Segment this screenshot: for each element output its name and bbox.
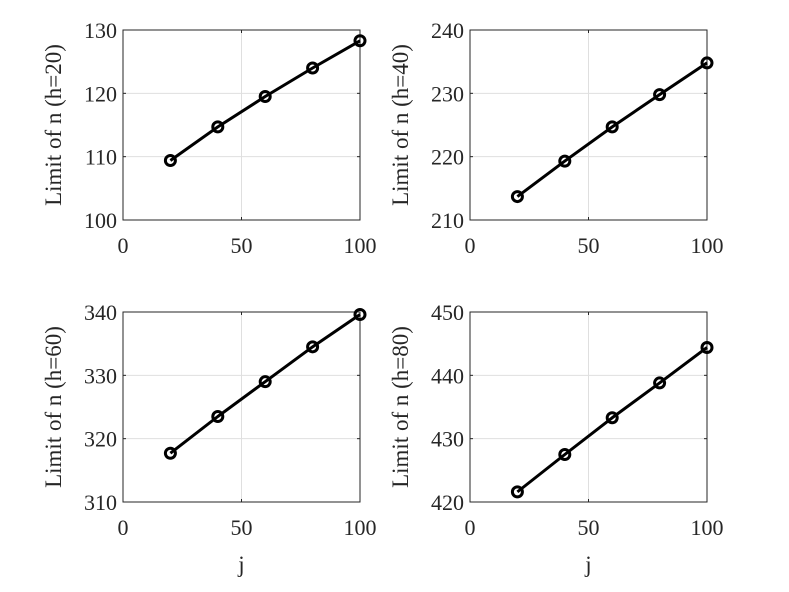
x-tick-label: 100 [344, 233, 377, 258]
data-point [353, 34, 367, 48]
series-line [516, 61, 708, 198]
data-point [258, 90, 272, 103]
data-point [510, 485, 524, 499]
y-axis-label: Limit of n (h=60) [41, 326, 66, 488]
y-tick-label: 120 [84, 81, 117, 106]
data-point [163, 153, 177, 167]
x-tick-label: 0 [118, 233, 129, 258]
x-axis-label: j [237, 552, 244, 577]
x-tick-label: 0 [465, 233, 476, 258]
data-point [653, 88, 667, 102]
y-tick-label: 130 [84, 18, 117, 43]
series-line [169, 313, 361, 455]
x-tick-label: 100 [691, 233, 724, 258]
data-point [605, 411, 619, 425]
y-tick-label: 450 [431, 300, 464, 325]
data-point [258, 375, 272, 389]
x-tick-label: 50 [231, 515, 253, 540]
data-point [306, 61, 320, 75]
y-tick-label: 430 [431, 427, 464, 452]
data-point [700, 56, 714, 70]
subplot-1: 0 50 100 100 110 120 130 Limit of n (h=20) [41, 18, 377, 258]
x-axis-label: j [584, 552, 591, 577]
y-tick-label: 100 [84, 208, 117, 233]
y-tick-label: 310 [84, 490, 117, 515]
y-tick-label: 220 [431, 145, 464, 170]
x-tick-label: 50 [578, 233, 600, 258]
data-point [605, 120, 619, 134]
data-point [163, 446, 177, 460]
data-point [653, 376, 667, 390]
x-tick-label: 0 [465, 515, 476, 540]
data-point [306, 340, 320, 354]
y-tick-label: 230 [431, 81, 464, 106]
data-point [353, 308, 367, 322]
y-axis-label: Limit of n (h=20) [41, 44, 66, 206]
x-tick-label: 100 [691, 515, 724, 540]
series-line [516, 346, 708, 494]
y-tick-label: 420 [431, 490, 464, 515]
y-tick-label: 110 [85, 145, 117, 170]
data-point [558, 154, 572, 168]
y-tick-label: 240 [431, 18, 464, 43]
x-tick-label: 100 [344, 515, 377, 540]
subplot-2: 0 50 100 210 220 230 240 Limit of n (h=40) [388, 18, 724, 258]
data-point [558, 448, 572, 461]
series-line [169, 39, 361, 162]
y-axis-label: Limit of n (h=80) [388, 326, 413, 488]
x-tick-label: 50 [578, 515, 600, 540]
y-tick-label: 210 [431, 208, 464, 233]
data-point [211, 410, 225, 423]
y-tick-label: 340 [84, 300, 117, 325]
subplot-4: 0 50 100 420 430 440 450 Limit of n (h=80) j [388, 300, 724, 577]
data-point [700, 340, 714, 354]
y-tick-label: 330 [84, 363, 117, 388]
y-axis-label: Limit of n (h=40) [388, 44, 413, 206]
x-tick-label: 50 [231, 233, 253, 258]
x-tick-label: 0 [118, 515, 129, 540]
data-point [211, 120, 225, 134]
y-tick-label: 320 [84, 427, 117, 452]
y-tick-label: 440 [431, 363, 464, 388]
data-point [510, 190, 524, 204]
subplot-3: 0 50 100 310 320 330 340 Limit of n (h=60) j [41, 300, 377, 577]
